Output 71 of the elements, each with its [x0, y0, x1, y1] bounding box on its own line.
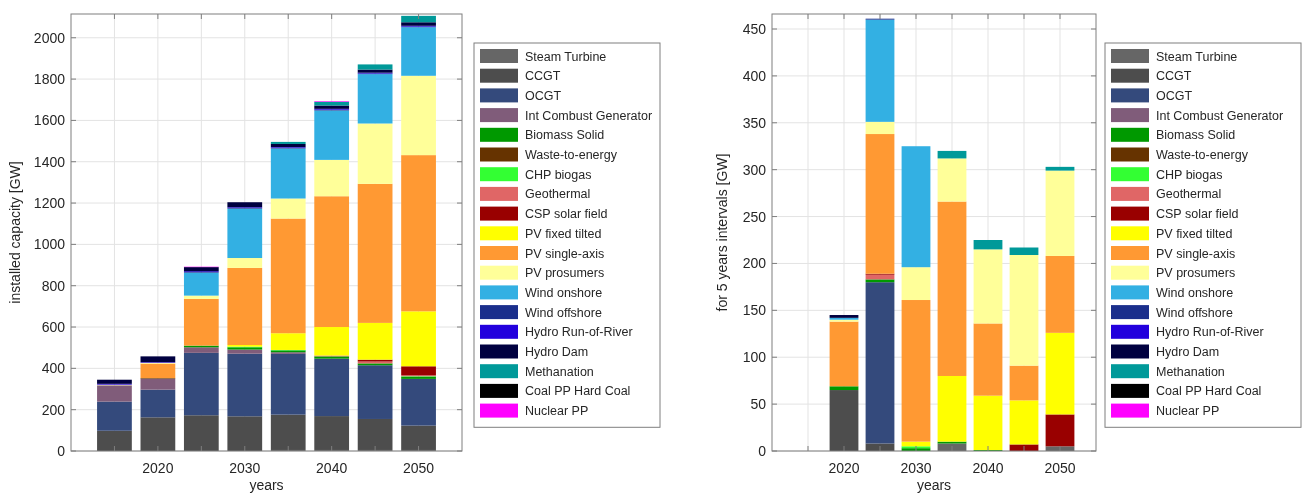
legend-label: Nuclear PP — [525, 404, 589, 419]
legend-label: Hydro Dam — [525, 345, 589, 359]
y-tick-label: 200 — [41, 401, 66, 418]
y-tick-label: 0 — [57, 443, 66, 459]
x-tick-label: 2020 — [828, 460, 860, 476]
legend-label: OCGT — [1156, 88, 1193, 103]
x-tick-label: 2050 — [1044, 460, 1076, 476]
y-tick-label: 50 — [750, 396, 767, 413]
y-tick-label: 1400 — [33, 153, 66, 170]
legend-label: Geothermal — [525, 187, 591, 202]
legend-label: Wind onshore — [1156, 285, 1234, 300]
x-tick-label: 2030 — [900, 460, 932, 476]
legend-label: Methanation — [1156, 364, 1225, 379]
legend-label: CSP solar field — [1156, 207, 1239, 222]
legend-label: PV prosumers — [1156, 266, 1236, 281]
legend-label: Waste-to-energy — [1156, 148, 1249, 162]
legend-label: Coal PP Hard Coal — [525, 384, 631, 399]
legend-label: Int Combust Generator — [1156, 108, 1284, 123]
y-tick-label: 150 — [742, 302, 767, 319]
legend-label: PV fixed tilted — [1156, 226, 1233, 241]
y-tick-label: 2000 — [33, 29, 66, 46]
y-tick-label: 1200 — [33, 195, 66, 212]
y-tick-label: 1000 — [33, 236, 66, 253]
legend-label: Hydro Run-of-River — [525, 325, 633, 340]
y-tick-label: 400 — [41, 360, 66, 377]
legend-label: Coal PP Hard Coal — [1156, 384, 1262, 399]
legend-label: Geothermal — [1156, 187, 1222, 202]
y-tick-label: 350 — [742, 114, 767, 131]
y-tick-label: 400 — [742, 67, 767, 84]
x-tick-label: 2040 — [972, 460, 1004, 476]
y-tick-label: 100 — [742, 349, 767, 366]
legend-label: Wind offshore — [525, 305, 602, 320]
x-tick-label: 2020 — [142, 460, 174, 476]
legend-label: PV prosumers — [525, 266, 605, 281]
y-tick-label: 600 — [41, 319, 66, 336]
legend-label: CHP biogas — [1156, 167, 1223, 182]
legend-label: Biomass Solid — [525, 128, 605, 143]
legend-label: CHP biogas — [525, 167, 592, 182]
y-tick-label: 300 — [742, 161, 767, 178]
x-axis-title: years — [916, 477, 952, 493]
legend-label: CCGT — [1156, 69, 1192, 84]
y-tick-label: 200 — [742, 255, 767, 272]
y-axis-title: installed capacity [GW] — [7, 161, 23, 304]
legend-label: PV fixed tilted — [525, 226, 602, 241]
y-tick-label: 0 — [758, 443, 767, 459]
legend-label: Int Combust Generator — [525, 108, 653, 123]
legend-label: CSP solar field — [525, 207, 608, 222]
x-tick-label: 2030 — [229, 460, 261, 476]
y-axis-title: for 5 years intervals [GW] — [714, 153, 730, 312]
x-axis-title: years — [249, 477, 284, 493]
y-tick-label: 450 — [742, 21, 767, 37]
legend-label: Wind onshore — [525, 285, 603, 300]
x-tick-label: 2040 — [316, 460, 348, 476]
legend-label: CCGT — [525, 69, 561, 84]
legend-label: Wind offshore — [1156, 305, 1233, 320]
y-tick-label: 250 — [742, 208, 767, 225]
legend-label: Steam Turbine — [1156, 49, 1238, 64]
x-tick-label: 2050 — [402, 460, 435, 476]
y-tick-label: 800 — [41, 277, 66, 294]
legend-label: Hydro Run-of-River — [1156, 325, 1264, 340]
legend-label: Waste-to-energy — [525, 148, 618, 162]
legend-label: OCGT — [525, 88, 562, 103]
legend-label: Hydro Dam — [1156, 345, 1220, 359]
legend-label: Biomass Solid — [1156, 128, 1236, 143]
y-tick-label: 1600 — [33, 112, 66, 129]
legend-label: Nuclear PP — [1156, 404, 1220, 419]
legend-label: Methanation — [525, 364, 594, 379]
legend-label: PV single-axis — [525, 246, 605, 261]
legend-label: Steam Turbine — [525, 49, 607, 64]
legend-label: PV single-axis — [1156, 246, 1236, 261]
y-tick-label: 1800 — [33, 71, 66, 88]
